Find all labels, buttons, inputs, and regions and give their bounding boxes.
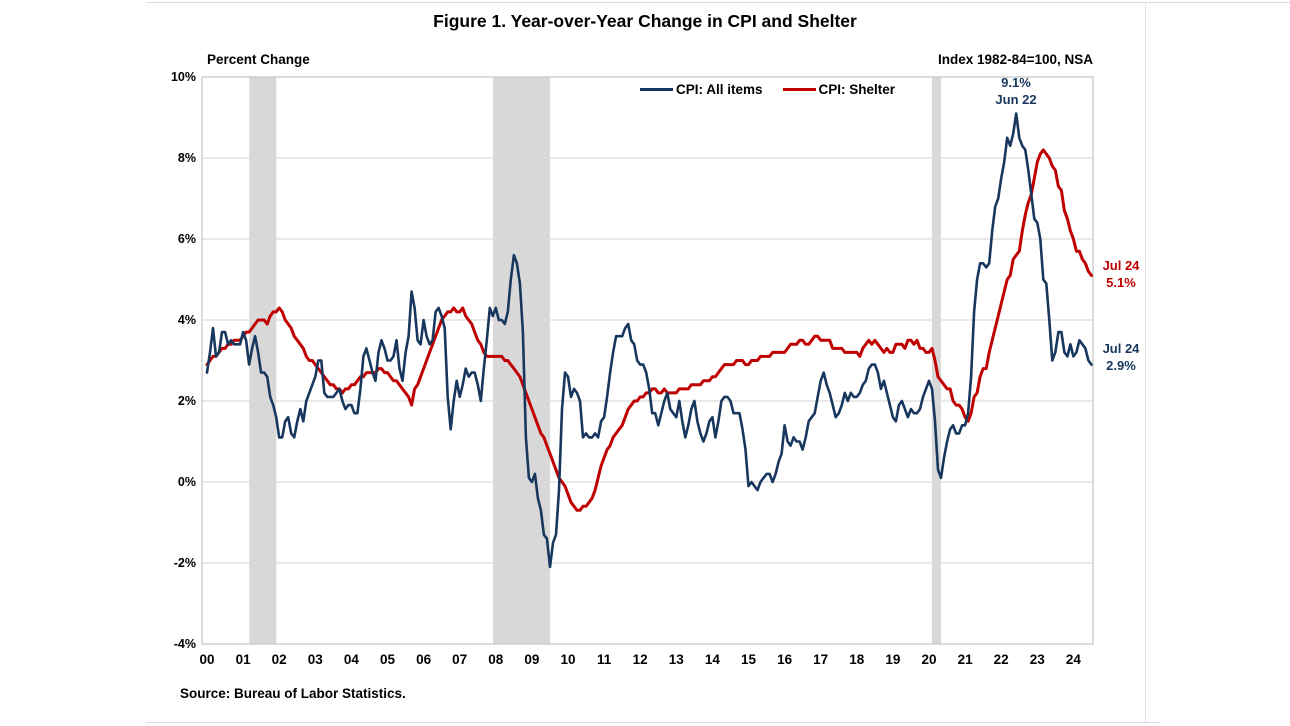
peak-annotation: 9.1% Jun 22: [973, 75, 1059, 108]
x-axis-tick: 18: [849, 652, 865, 667]
x-axis-tick: 21: [957, 652, 973, 667]
x-axis-tick: 06: [416, 652, 432, 667]
x-axis-tick: 02: [271, 652, 287, 667]
figure-title: Figure 1. Year-over-Year Change in CPI a…: [433, 11, 857, 31]
legend-line-swatch: [640, 88, 673, 91]
plot-border: [201, 76, 1094, 645]
x-axis-tick: 00: [199, 652, 215, 667]
recession-band: [249, 77, 277, 644]
x-axis-tick: 16: [777, 652, 793, 667]
shelter-end-annotation: Jul 24 5.1%: [1096, 258, 1146, 291]
x-axis-tick: 08: [488, 652, 504, 667]
x-axis-tick: 13: [668, 652, 684, 667]
x-axis-tick: 01: [235, 652, 251, 667]
x-axis-tick: 11: [596, 652, 612, 667]
y-axis-tick: 0%: [177, 475, 196, 489]
legend-item: CPI: Shelter: [782, 82, 896, 97]
x-axis-tick: 05: [379, 652, 396, 667]
legend-line-swatch: [782, 88, 816, 91]
percent-change-label: Percent Change: [207, 52, 310, 67]
recession-band: [492, 77, 550, 644]
x-axis-tick: 22: [993, 652, 1009, 667]
peak-annotation-date: Jun 22: [995, 91, 1037, 107]
x-axis-tick: 15: [740, 652, 757, 667]
x-axis-tick: 07: [452, 652, 468, 667]
legend-item: CPI: All items: [640, 82, 763, 97]
x-axis-tick: 03: [307, 652, 323, 667]
y-axis-tick: -2%: [173, 556, 196, 570]
peak-annotation-value: 9.1%: [1001, 75, 1031, 90]
x-axis-tick: 10: [560, 652, 576, 667]
shelter-end-date: Jul 24: [1102, 258, 1140, 273]
cpi-all-items-line: [205, 112, 1093, 569]
x-axis-tick: 17: [813, 652, 829, 667]
x-axis-tick: 24: [1065, 652, 1081, 667]
source-note: Source: Bureau of Labor Statistics.: [180, 686, 406, 701]
x-axis-tick: 14: [704, 652, 720, 667]
cpi-end-date: Jul 24: [1102, 341, 1140, 356]
cpi-end-annotation: Jul 24 2.9%: [1096, 341, 1146, 374]
y-axis-tick: 2%: [177, 394, 196, 408]
y-axis-tick: 4%: [177, 313, 196, 327]
cpi-end-value: 2.9%: [1106, 357, 1136, 373]
y-axis-tick: 6%: [177, 232, 196, 246]
x-axis-tick: 19: [885, 652, 901, 667]
y-axis-tick: 8%: [177, 151, 196, 165]
legend-label: CPI: Shelter: [818, 82, 896, 97]
shelter-end-value: 5.1%: [1106, 274, 1136, 290]
legend: CPI: All items CPI: Shelter: [640, 82, 895, 97]
x-axis-tick: 04: [343, 652, 359, 667]
bottom-border-line: [146, 722, 1160, 723]
x-axis-tick: 23: [1029, 652, 1045, 667]
legend-label: CPI: All items: [676, 82, 763, 97]
x-axis-tick: 12: [632, 652, 648, 667]
y-axis-tick: -4%: [173, 637, 196, 651]
x-axis-tick: 20: [921, 652, 937, 667]
right-border-line: [1145, 3, 1146, 722]
x-axis-tick: 09: [524, 652, 540, 667]
index-basis-label: Index 1982-84=100, NSA: [938, 52, 1093, 67]
y-axis-tick: 10%: [170, 70, 196, 84]
shelter-line: [205, 148, 1093, 512]
top-border-line: [146, 2, 1290, 3]
